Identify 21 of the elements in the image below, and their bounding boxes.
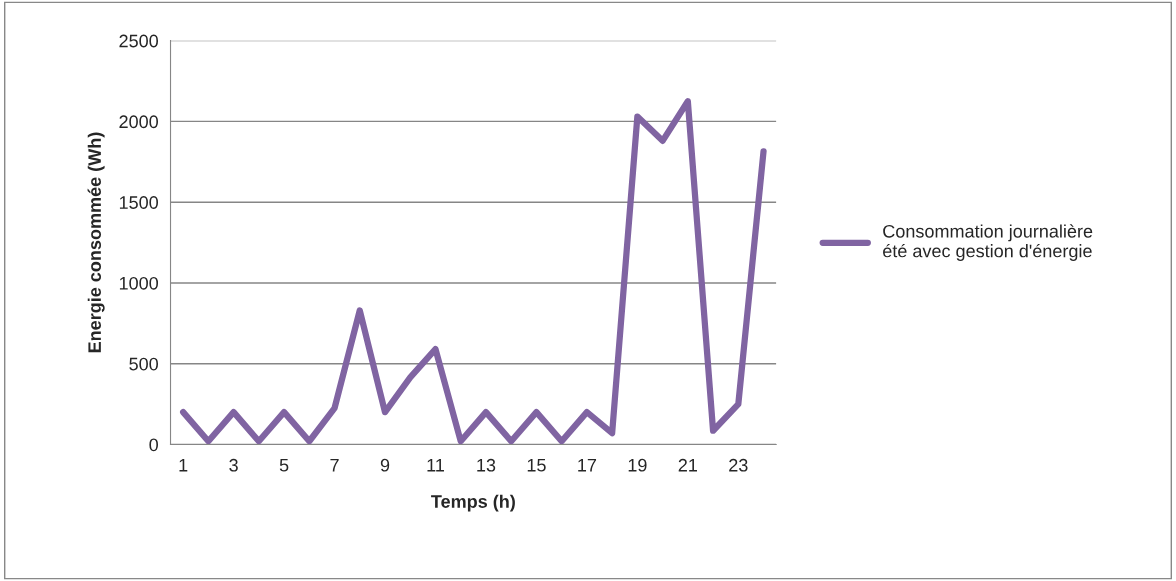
x-tick-label: 17 xyxy=(578,459,597,472)
y-tick-label: 1500 xyxy=(119,196,159,209)
x-tick-label: 3 xyxy=(229,458,238,472)
x-tick-label: 9 xyxy=(380,458,390,472)
legend-label: Consommation journalière été avec gestion d'énergie xyxy=(883,224,1093,261)
y-tick-label: 0 xyxy=(149,438,159,452)
x-tick-label: 1 xyxy=(179,459,188,472)
x-tick-label: 19 xyxy=(628,458,647,472)
x-tick-label: 7 xyxy=(330,459,339,472)
y-tick-label: 2500 xyxy=(119,34,159,48)
x-axis-title: Temps (h) xyxy=(431,494,515,512)
y-tick-label: 2000 xyxy=(119,115,159,129)
x-tick-label: 5 xyxy=(279,459,289,472)
y-tick-label: 1000 xyxy=(119,276,159,290)
x-tick-label: 15 xyxy=(527,459,546,472)
x-tick-label: 11 xyxy=(427,459,444,472)
y-axis-title: Energie consommée (Wh) xyxy=(87,132,105,353)
x-tick-label: 23 xyxy=(729,458,748,472)
x-tick-label: 13 xyxy=(477,458,496,472)
y-tick-label: 500 xyxy=(129,357,159,371)
x-tick-label: 21 xyxy=(678,458,697,472)
